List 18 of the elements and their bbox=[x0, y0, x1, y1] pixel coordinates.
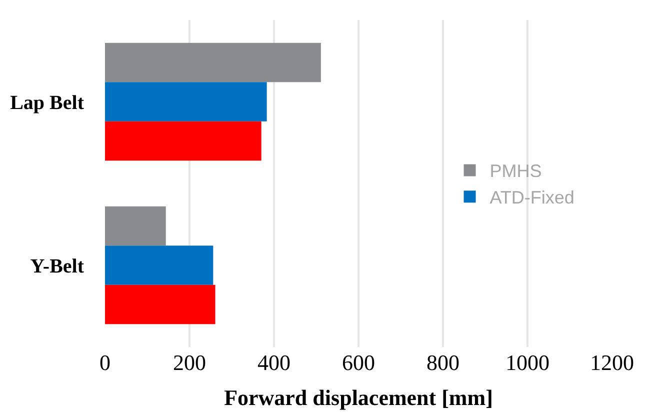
bar bbox=[105, 246, 214, 285]
bar bbox=[105, 82, 267, 122]
legend-label: ATD-Fixed bbox=[490, 188, 574, 208]
bar bbox=[105, 121, 262, 161]
x-axis-title: Forward displacement [mm] bbox=[224, 384, 493, 410]
x-tick-label: 200 bbox=[173, 350, 206, 375]
x-tick-label: 1200 bbox=[590, 350, 634, 375]
x-tick-label: 400 bbox=[258, 350, 290, 375]
y-tick-label: Y-Belt bbox=[30, 255, 84, 278]
legend-label: PMHS bbox=[490, 161, 542, 182]
y-tick-label: Lap Belt bbox=[10, 92, 84, 114]
bar bbox=[105, 42, 321, 82]
bar bbox=[105, 206, 166, 246]
x-tick-label: 1000 bbox=[506, 350, 550, 375]
x-tick-label: 0 bbox=[100, 350, 110, 375]
x-tick-label: 600 bbox=[342, 350, 375, 375]
bar bbox=[105, 284, 216, 324]
x-tick-label: 800 bbox=[426, 350, 460, 375]
